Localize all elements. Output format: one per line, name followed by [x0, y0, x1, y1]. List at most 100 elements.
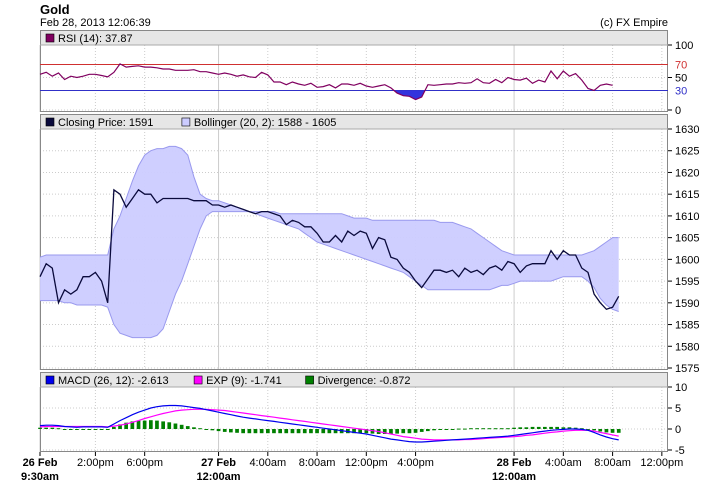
divergence-bar — [555, 426, 559, 429]
x-tick-label: 27 Feb — [201, 457, 236, 469]
divergence-bar — [395, 429, 399, 434]
price-legend-bar — [40, 114, 668, 129]
divergence-bar — [469, 428, 473, 430]
price-y-tick-label: 1630 — [675, 124, 699, 136]
x-tick-label: 28 Feb — [497, 457, 532, 469]
bollinger-legend: Bollinger (20, 2): 1588 - 1605 — [194, 117, 336, 129]
divergence-bar — [561, 427, 566, 429]
divergence-bar — [567, 427, 572, 429]
divergence-bar — [68, 429, 73, 430]
divergence-bar — [235, 429, 239, 433]
x-tick-label-sub: 9:30am — [21, 471, 59, 483]
macd-y-tick-label: 0 — [675, 424, 681, 436]
closing-price-legend: Closing Price: 1591 — [58, 117, 153, 129]
divergence-bar — [475, 428, 479, 430]
divergence-bar — [272, 429, 276, 434]
divergence-bar — [112, 426, 116, 429]
divergence-bar — [167, 422, 172, 429]
bollinger-lower-line — [40, 211, 619, 339]
divergence-bar — [536, 426, 541, 429]
price-y-tick-label: 1595 — [675, 276, 699, 288]
rsi-legend-bar — [40, 30, 668, 45]
price-y-tick-label: 1610 — [675, 211, 699, 223]
x-tick-label-sub: 12:00am — [492, 471, 536, 483]
divergence-bar — [610, 429, 615, 433]
x-tick-label: 4:00am — [545, 457, 582, 469]
closing-price-legend-swatch — [45, 117, 55, 127]
price-y-tick-label: 1615 — [675, 189, 699, 201]
rsi-panel-border — [40, 30, 668, 112]
divergence-bar — [580, 428, 584, 430]
divergence-bar — [155, 420, 159, 429]
divergence-bar — [266, 429, 270, 434]
x-tick-label: 6:00pm — [126, 457, 163, 469]
divergence-bar — [142, 420, 147, 429]
divergence-bar — [407, 429, 412, 434]
exp-legend: EXP (9): -1.741 — [206, 375, 282, 387]
divergence-bar — [432, 429, 436, 431]
rsi-y-tick-label: 0 — [675, 105, 681, 117]
divergence-bar — [247, 429, 252, 434]
x-tick-label: 4:00pm — [397, 457, 434, 469]
macd-legend: MACD (26, 12): -2.613 — [58, 375, 169, 387]
divergence-bar — [99, 429, 104, 430]
divergence-bar — [450, 429, 455, 430]
macd-y-tick-label: -5 — [675, 445, 685, 457]
chart-copyright: (c) FX Empire — [600, 17, 668, 29]
x-tick-label: 12:00pm — [345, 457, 388, 469]
divergence-bar — [216, 429, 221, 432]
divergence-bar — [75, 429, 79, 430]
rsi-legend-swatch — [45, 33, 55, 43]
rsi-oversold-area — [394, 90, 425, 100]
divergence-bar — [253, 429, 258, 434]
macd-line — [39, 404, 619, 443]
divergence-bar — [56, 428, 61, 430]
divergence-bar — [438, 429, 442, 430]
divergence-bar — [210, 429, 215, 431]
divergence-bar — [598, 429, 603, 432]
divergence-bar — [419, 429, 424, 432]
divergence-bar — [179, 424, 184, 429]
divergence-bar — [87, 429, 92, 430]
chart-title: Gold — [40, 2, 70, 17]
price-y-tick-label: 1600 — [675, 254, 699, 266]
exp-line — [39, 408, 619, 441]
x-tick-label: 2:00pm — [77, 457, 114, 469]
divergence-bar — [290, 429, 295, 434]
divergence-bar — [518, 427, 523, 429]
rsi-legend: RSI (14): 37.87 — [58, 33, 133, 45]
divergence-bar — [512, 427, 516, 429]
divergence-bar — [524, 427, 529, 429]
rsi-y-tick-label: 100 — [675, 40, 693, 52]
divergence-bar — [573, 427, 578, 429]
divergence-bar — [93, 429, 98, 430]
divergence-bar — [506, 428, 510, 430]
divergence-bar — [50, 427, 55, 429]
divergence-bar — [382, 429, 387, 434]
divergence-bar — [530, 426, 535, 429]
divergence-bar — [487, 428, 492, 430]
divergence-bar — [105, 429, 110, 430]
rsi-y-tick-label: 50 — [675, 73, 687, 85]
divergence-bar — [124, 422, 128, 429]
divergence-bar — [136, 420, 141, 429]
divergence-bar — [592, 429, 596, 431]
divergence-legend-swatch — [305, 375, 314, 385]
divergence-bar — [389, 429, 393, 434]
divergence-bar — [315, 429, 319, 434]
divergence-bar — [493, 428, 498, 430]
divergence-bar — [302, 429, 307, 434]
divergence-bar — [456, 428, 461, 430]
x-tick-label-sub: 12:00am — [197, 471, 241, 483]
divergence-bar — [463, 428, 467, 430]
divergence-bar — [499, 428, 504, 430]
divergence-bar — [161, 421, 165, 429]
divergence-bar — [549, 426, 553, 429]
divergence-bar — [38, 427, 42, 429]
divergence-bar — [222, 429, 227, 432]
divergence-bar — [358, 429, 362, 434]
rsi-ref-label-70: 70 — [675, 60, 687, 72]
price-panel-border — [40, 114, 668, 370]
divergence-bar — [481, 428, 486, 430]
divergence-bar — [81, 429, 85, 430]
